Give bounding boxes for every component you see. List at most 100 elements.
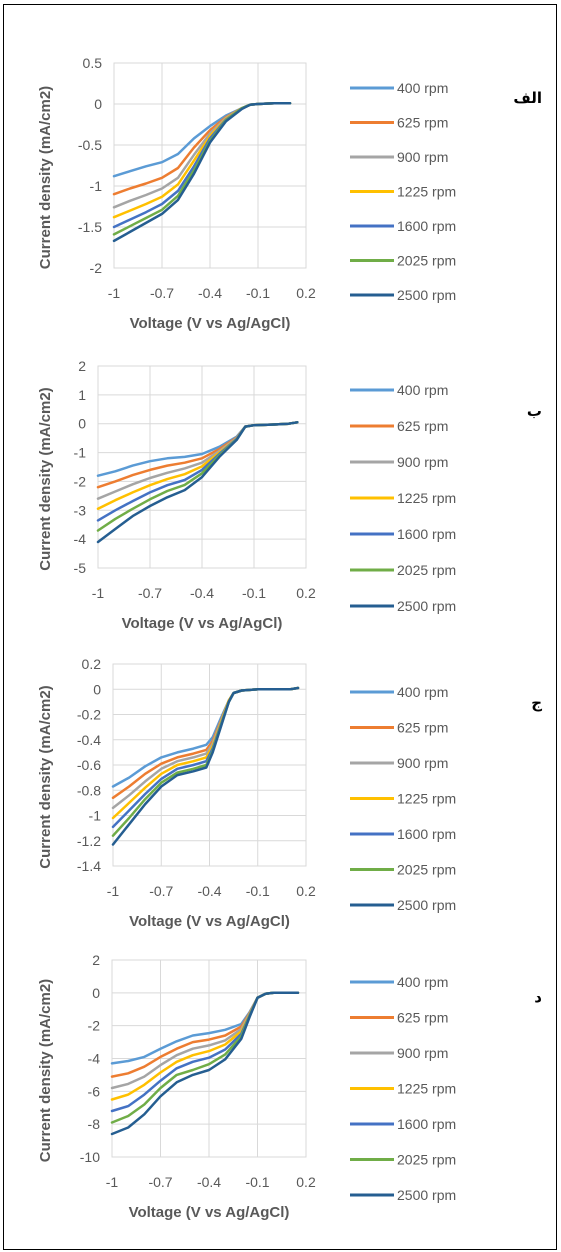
- legend-label: 2025 rpm: [397, 253, 456, 269]
- legend-label: 400 rpm: [397, 684, 448, 700]
- y-tick-label: -1.2: [77, 833, 101, 849]
- legend-label: 625 rpm: [397, 115, 448, 131]
- x-tick-label: -0.7: [148, 1174, 172, 1190]
- y-tick-label: -0.8: [77, 782, 101, 798]
- y-tick-label: -8: [88, 1116, 101, 1132]
- x-axis-title: Voltage (V vs Ag/AgCl): [130, 315, 291, 332]
- x-tick-label: -0.4: [198, 285, 222, 301]
- legend-label: 1225 rpm: [397, 791, 456, 807]
- y-tick-label: -1.5: [78, 219, 102, 235]
- x-axis-title: Voltage (V vs Ag/AgCl): [129, 913, 290, 930]
- y-tick-label: 0.2: [82, 656, 102, 672]
- y-tick-label: -0.6: [77, 757, 101, 773]
- legend-label: 1600 rpm: [397, 218, 456, 234]
- y-tick-label: -1: [89, 808, 102, 824]
- x-axis-title: Voltage (V vs Ag/AgCl): [129, 1204, 290, 1221]
- legend-label: 1225 rpm: [397, 184, 456, 200]
- y-tick-label: -0.2: [77, 707, 101, 723]
- legend-label: 900 rpm: [397, 454, 448, 470]
- x-tick-label: -0.1: [245, 1174, 269, 1190]
- legend-label: 2025 rpm: [397, 862, 456, 878]
- y-tick-label: -10: [80, 1149, 100, 1165]
- x-tick-label: -0.1: [246, 285, 270, 301]
- y-tick-label: -5: [74, 560, 87, 576]
- legend-label: 1600 rpm: [397, 526, 456, 542]
- series-line-400-rpm: [111, 686, 300, 788]
- x-tick-label: 0.2: [296, 1174, 316, 1190]
- panel-label: د: [534, 988, 542, 1006]
- legend-label: 2500 rpm: [397, 897, 456, 913]
- x-tick-label: -1: [107, 883, 120, 899]
- x-tick-label: 0.2: [296, 585, 316, 601]
- y-tick-label: 0: [78, 416, 86, 432]
- y-tick-label: -4: [88, 1051, 101, 1067]
- x-tick-label: -0.4: [190, 585, 214, 601]
- legend-label: 1225 rpm: [397, 1081, 456, 1097]
- legend-label: 625 rpm: [397, 1010, 448, 1026]
- legend-label: 400 rpm: [397, 974, 448, 990]
- legend-label: 2500 rpm: [397, 1187, 456, 1203]
- series-line-1225-rpm: [96, 421, 299, 511]
- x-tick-label: -0.7: [150, 285, 174, 301]
- y-tick-label: 1: [78, 387, 86, 403]
- panel-label: ب: [527, 402, 542, 420]
- y-tick-label: -0.5: [78, 137, 102, 153]
- series-line-1600-rpm: [96, 421, 299, 522]
- legend-label: 2500 rpm: [397, 598, 456, 614]
- legend-label: 900 rpm: [397, 755, 448, 771]
- x-tick-label: -0.7: [138, 585, 162, 601]
- y-tick-label: -2: [88, 1018, 101, 1034]
- series-line-2500-rpm: [111, 686, 300, 846]
- figure-frame: [3, 4, 557, 1250]
- x-tick-label: -1: [108, 285, 121, 301]
- series-line-625-rpm: [111, 686, 300, 800]
- y-tick-label: -3: [74, 502, 87, 518]
- x-axis-title: Voltage (V vs Ag/AgCl): [122, 615, 283, 632]
- chart-panel-2: 2 1 0 -1 -2 -3 -4 -5 -1 -0.7 -0.4 -0.1 0.2 Voltage (V…: [37, 358, 542, 632]
- legend-label: 1225 rpm: [397, 490, 456, 506]
- y-tick-label: 0: [93, 681, 101, 697]
- x-tick-label: 0.2: [296, 285, 316, 301]
- y-tick-label: 0: [92, 985, 100, 1001]
- y-tick-label: -4: [74, 531, 87, 547]
- y-axis-title: Current density (mA/cm2): [37, 86, 54, 269]
- legend-label: 900 rpm: [397, 149, 448, 165]
- legend-label: 900 rpm: [397, 1045, 448, 1061]
- y-tick-label: -0.4: [77, 732, 101, 748]
- legend-label: 625 rpm: [397, 720, 448, 736]
- y-tick-label: 0: [94, 96, 102, 112]
- y-tick-label: -1: [74, 445, 87, 461]
- y-axis-title: Current density (mA/cm2): [37, 685, 54, 868]
- x-tick-label: -1: [106, 1174, 119, 1190]
- chart-panel-4: 2 0 -2 -4 -6 -8 -10 -1 -0.7 -0.4 -0.1 0.2 Voltage (V…: [37, 952, 542, 1221]
- y-tick-label: -1.4: [77, 858, 101, 874]
- chart-panel-3: 0.2 0 -0.2 -0.4 -0.6 -0.8 -1 -1.2 -1.4 -1 -0.7 -0.4…: [37, 656, 542, 930]
- legend-label: 2500 rpm: [397, 287, 456, 303]
- y-tick-label: 2: [92, 952, 100, 968]
- x-tick-label: -0.4: [197, 1174, 221, 1190]
- legend-label: 2025 rpm: [397, 562, 456, 578]
- x-tick-label: -0.1: [242, 585, 266, 601]
- y-tick-label: -2: [74, 473, 87, 489]
- legend-label: 1600 rpm: [397, 826, 456, 842]
- legend-label: 2025 rpm: [397, 1152, 456, 1168]
- legend-label: 1600 rpm: [397, 1116, 456, 1132]
- y-tick-label: -2: [90, 260, 103, 276]
- y-axis-title: Current density (mA/cm2): [37, 979, 54, 1162]
- legend-label: 400 rpm: [397, 80, 448, 96]
- x-tick-label: -0.4: [197, 883, 221, 899]
- y-axis-title: Current density (mA/cm2): [37, 387, 54, 570]
- series-line-2500-rpm: [112, 101, 292, 243]
- y-tick-label: -1: [90, 178, 103, 194]
- y-tick-label: 0.5: [83, 55, 103, 71]
- y-tick-label: 2: [78, 358, 86, 374]
- legend-label: 400 rpm: [397, 382, 448, 398]
- panel-label: ج: [531, 694, 542, 712]
- y-tick-label: -6: [88, 1083, 101, 1099]
- legend-label: 625 rpm: [397, 418, 448, 434]
- series-line-1600-rpm: [112, 101, 292, 229]
- x-tick-label: -0.7: [149, 883, 173, 899]
- panel-label: الف: [513, 89, 542, 107]
- x-tick-label: -1: [92, 585, 105, 601]
